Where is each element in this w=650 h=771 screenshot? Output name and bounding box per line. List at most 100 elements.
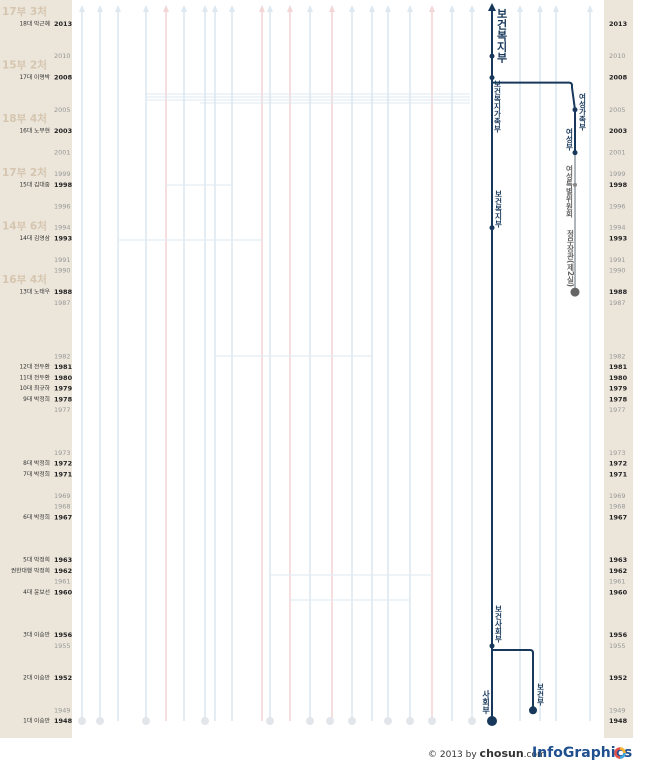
year-left: 1961: [54, 578, 71, 586]
year-right: 1994: [609, 224, 626, 232]
year-right: 1956: [609, 631, 628, 639]
branch-line: [492, 81, 576, 153]
year-right: 1973: [609, 449, 626, 457]
year-right: 1990: [609, 267, 626, 275]
year-right: 2003: [609, 127, 627, 135]
right-column: [604, 0, 633, 738]
logo-ring-part: [619, 752, 626, 759]
faded-arrow: [79, 5, 85, 12]
faded-arrow: [429, 5, 435, 12]
president-label: 6대 박정희: [23, 513, 50, 521]
faded-arrow: [115, 5, 121, 12]
faded-arrow: [267, 5, 273, 12]
ministry-node: [572, 107, 578, 113]
year-right: 1996: [609, 202, 626, 210]
faded-arrow: [407, 5, 413, 12]
year-left: 1990: [54, 267, 71, 275]
ministry-label: 여성특별위원회: [565, 164, 574, 219]
year-left: 1955: [54, 642, 71, 650]
faded-dot: [384, 717, 392, 725]
faded-arrow: [202, 5, 208, 12]
ministry-node: [487, 716, 497, 726]
year-left: 1968: [54, 503, 71, 511]
year-right: 2005: [609, 106, 626, 114]
year-right: 1999: [609, 170, 626, 178]
year-left: 1998: [54, 181, 73, 189]
ministry-node: [570, 287, 580, 297]
faded-arrow: [469, 5, 475, 12]
ministry-node: [572, 150, 578, 156]
president-label: 권한대행 박정희: [11, 566, 50, 574]
ministry-label: 여성가족부: [578, 92, 587, 132]
year-right: 1969: [609, 492, 626, 500]
faded-arrow: [587, 5, 593, 12]
ministry-node: [489, 643, 495, 649]
year-left: 1972: [54, 460, 72, 468]
ministry-label: 보건사회부: [494, 605, 503, 644]
year-left: 2003: [54, 127, 72, 135]
president-label: 15대 김대중: [19, 180, 50, 188]
year-right: 1993: [609, 234, 627, 242]
year-left: 1949: [54, 706, 71, 714]
year-left: 1996: [54, 202, 71, 210]
year-right: 1978: [609, 395, 628, 403]
year-right: 1988: [609, 288, 628, 296]
year-left: 1977: [54, 406, 71, 414]
year-left: 1967: [54, 513, 72, 521]
year-right: 1981: [609, 363, 628, 371]
main-arrow: [488, 3, 496, 11]
president-label: 7대 박정희: [23, 470, 50, 478]
faded-arrow: [212, 5, 218, 12]
year-left: 2001: [54, 149, 71, 157]
year-right: 1987: [609, 299, 626, 307]
faded-dot: [306, 717, 314, 725]
logo-ring-part: [619, 747, 626, 754]
faded-dot: [266, 717, 274, 725]
president-label: 8대 박정희: [23, 459, 50, 467]
faded-arrow: [553, 5, 559, 12]
year-left: 1981: [54, 363, 73, 371]
year-left: 1987: [54, 299, 71, 307]
faded-dot: [468, 717, 476, 725]
cabinet-label: 17부 3처: [2, 5, 47, 18]
ministry-node: [489, 75, 495, 81]
ministry-label: 여성부: [565, 127, 574, 152]
year-left: 1999: [54, 170, 71, 178]
footer: © 2013 by chosun.com: [428, 747, 546, 760]
ministry-label: 보건복지가족부: [493, 80, 502, 134]
cabinet-label: 16부 4처: [2, 273, 47, 286]
president-label: 12대 전두환: [19, 363, 50, 371]
president-label: 11대 전두환: [19, 373, 50, 381]
year-left: 1962: [54, 567, 72, 575]
faded-arrow: [329, 5, 335, 12]
year-right: 2013: [609, 20, 627, 28]
year-left: 1993: [54, 234, 72, 242]
year-right: 2008: [609, 74, 628, 82]
year-right: 1952: [609, 674, 627, 682]
year-right: 2010: [609, 52, 626, 60]
year-left: 2010: [54, 52, 71, 60]
faded-arrow: [181, 5, 187, 12]
faded-dot: [142, 717, 150, 725]
cabinet-label: 18부 4처: [2, 112, 47, 125]
year-left: 1978: [54, 395, 73, 403]
year-left: 1969: [54, 492, 71, 500]
faded-arrow: [517, 5, 523, 12]
faded-arrow: [307, 5, 313, 12]
year-right: 1960: [609, 588, 628, 596]
year-left: 1988: [54, 288, 73, 296]
faded-dot: [406, 717, 414, 725]
year-left: 1952: [54, 674, 72, 682]
president-label: 3대 이승만: [23, 631, 51, 639]
president-label: 18대 박근혜: [19, 20, 50, 28]
background-lines: [78, 5, 593, 725]
footer-brand: chosun: [480, 747, 524, 760]
year-right: 1948: [609, 717, 628, 725]
president-label: 9대 박정희: [23, 395, 50, 403]
ministry-node: [489, 53, 495, 59]
president-label: 10대 최규하: [19, 384, 50, 392]
ministry-node: [489, 225, 495, 231]
cabinet-label: 17부 2처: [2, 166, 47, 179]
